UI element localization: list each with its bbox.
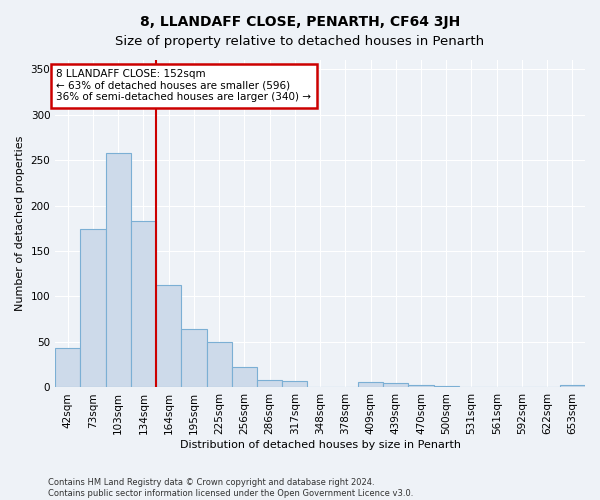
Y-axis label: Number of detached properties: Number of detached properties bbox=[15, 136, 25, 312]
Bar bbox=[131, 221, 156, 388]
Bar bbox=[80, 229, 106, 388]
Text: Size of property relative to detached houses in Penarth: Size of property relative to detached ho… bbox=[115, 35, 485, 48]
Bar bbox=[358, 382, 383, 388]
Bar bbox=[55, 348, 80, 388]
Bar bbox=[383, 383, 409, 388]
Bar bbox=[459, 386, 484, 388]
Text: Contains HM Land Registry data © Crown copyright and database right 2024.
Contai: Contains HM Land Registry data © Crown c… bbox=[48, 478, 413, 498]
Bar bbox=[509, 386, 535, 388]
Bar bbox=[257, 380, 282, 388]
Bar bbox=[206, 342, 232, 388]
Bar bbox=[434, 386, 459, 388]
Bar bbox=[156, 284, 181, 388]
Text: 8, LLANDAFF CLOSE, PENARTH, CF64 3JH: 8, LLANDAFF CLOSE, PENARTH, CF64 3JH bbox=[140, 15, 460, 29]
Bar bbox=[409, 384, 434, 388]
Text: 8 LLANDAFF CLOSE: 152sqm
← 63% of detached houses are smaller (596)
36% of semi-: 8 LLANDAFF CLOSE: 152sqm ← 63% of detach… bbox=[56, 69, 311, 102]
Bar bbox=[332, 386, 358, 388]
Bar bbox=[181, 329, 206, 388]
Bar bbox=[282, 381, 307, 388]
Bar bbox=[560, 384, 585, 388]
X-axis label: Distribution of detached houses by size in Penarth: Distribution of detached houses by size … bbox=[179, 440, 461, 450]
Bar bbox=[106, 153, 131, 388]
Bar bbox=[232, 366, 257, 388]
Bar bbox=[307, 386, 332, 388]
